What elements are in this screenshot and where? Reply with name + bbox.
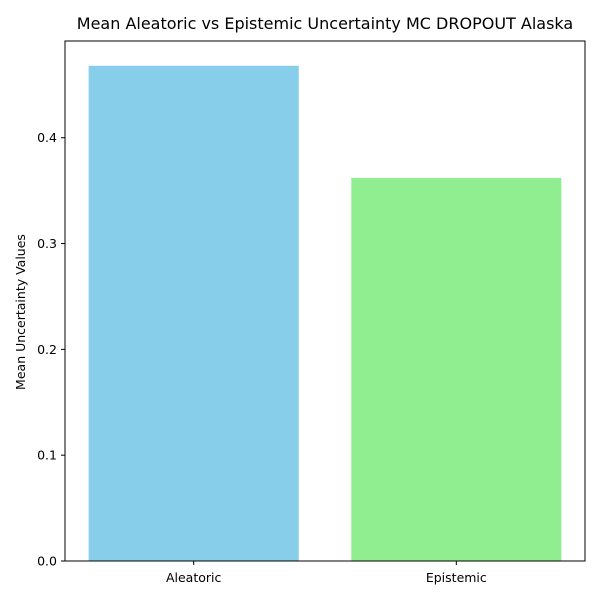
x-tick-label: Epistemic — [426, 570, 487, 585]
y-axis-ticks: 0.0 0.1 0.2 0.3 0.4 — [37, 130, 65, 569]
x-axis-ticks: Aleatoric Epistemic — [166, 561, 487, 585]
bar-aleatoric — [88, 65, 299, 561]
y-axis-label: Mean Uncertainty Values — [13, 234, 28, 390]
bars-layer — [88, 65, 562, 561]
y-tick-label: 0.4 — [37, 130, 57, 145]
x-tick-label: Aleatoric — [166, 570, 222, 585]
y-tick-label: 0.0 — [37, 554, 57, 569]
y-tick-label: 0.2 — [37, 342, 57, 357]
y-tick-label: 0.1 — [37, 448, 57, 463]
chart-title: Mean Aleatoric vs Epistemic Uncertainty … — [77, 14, 573, 33]
plot-frame — [64, 40, 586, 562]
bar-epistemic — [351, 177, 562, 561]
y-tick-label: 0.3 — [37, 236, 57, 251]
